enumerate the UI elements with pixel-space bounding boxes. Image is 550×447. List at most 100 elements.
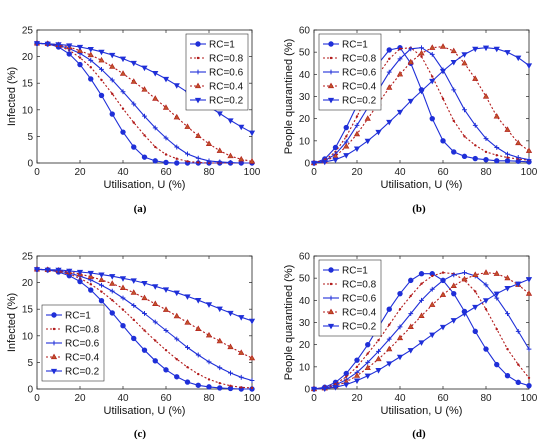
data-point — [120, 89, 126, 95]
data-point — [409, 294, 412, 298]
data-point — [216, 306, 223, 313]
y-tick-label: 0 — [27, 385, 33, 396]
data-point — [431, 75, 434, 78]
data-point — [162, 76, 170, 83]
legend-marker — [51, 340, 57, 346]
data-point — [250, 386, 254, 390]
data-point — [174, 336, 180, 342]
data-point — [332, 157, 339, 164]
data-point — [132, 121, 135, 124]
data-point — [89, 66, 92, 69]
data-point — [76, 44, 84, 51]
data-point — [396, 109, 404, 116]
y-tick-label: 15 — [22, 305, 34, 316]
data-point — [227, 118, 234, 124]
x-tick-label: 40 — [117, 393, 129, 404]
legend-marker — [328, 267, 334, 273]
data-point — [227, 310, 234, 317]
data-point — [195, 325, 202, 331]
x-tick-label: 60 — [437, 393, 449, 404]
data-point — [152, 158, 158, 164]
data-point — [98, 276, 105, 283]
data-point — [88, 76, 94, 82]
data-point — [78, 56, 82, 59]
data-point — [343, 142, 350, 149]
data-point — [44, 267, 51, 274]
data-point — [474, 290, 477, 293]
data-point — [185, 151, 190, 157]
data-point — [483, 346, 489, 352]
data-point — [205, 302, 213, 308]
data-point — [504, 126, 511, 132]
data-point — [163, 159, 169, 166]
data-point — [388, 57, 391, 61]
legend-label: RC=0.2 — [65, 367, 100, 378]
data-point — [439, 43, 447, 49]
data-point — [451, 272, 457, 278]
data-point — [461, 52, 468, 58]
legend-box — [318, 33, 382, 111]
data-point — [483, 282, 489, 288]
data-point — [407, 323, 414, 330]
x-tick-label: 20 — [351, 393, 363, 404]
x-tick-label: 20 — [74, 393, 86, 404]
data-point — [174, 374, 180, 380]
data-point — [120, 295, 126, 301]
data-point — [206, 158, 212, 164]
y-tick-label: 40 — [299, 296, 311, 307]
data-point — [120, 129, 126, 135]
data-point — [131, 303, 137, 308]
legend-marker — [195, 69, 201, 75]
x-tick-label: 100 — [521, 167, 538, 178]
legend-label: RC=0.8 — [209, 54, 244, 65]
legend-label: RC=0.2 — [342, 322, 377, 333]
legend-marker — [52, 327, 56, 331]
data-point — [109, 288, 115, 294]
y-axis-label: Infected (%) — [6, 67, 18, 126]
data-point — [495, 154, 498, 157]
data-point — [429, 286, 435, 292]
data-point — [386, 345, 393, 352]
data-point — [474, 144, 477, 147]
data-point — [248, 157, 256, 164]
legend-label: RC=0.2 — [342, 96, 377, 107]
legend-marker — [329, 282, 333, 286]
data-point — [98, 49, 105, 56]
data-point — [353, 372, 361, 378]
x-tick-label: 60 — [160, 167, 172, 178]
panel-caption: (a) — [134, 203, 147, 215]
legend-label: RC=0.2 — [209, 96, 244, 107]
data-point — [164, 153, 168, 156]
data-point — [332, 144, 339, 151]
data-point — [461, 311, 468, 318]
data-point — [184, 294, 191, 300]
data-point — [472, 122, 478, 128]
y-tick-label: 0 — [27, 159, 33, 170]
legend: RC=1 RC=0.8 RC=0.6 RC=0.4 RC=0.2 — [318, 33, 382, 111]
y-tick-label: 20 — [22, 278, 34, 289]
x-tick-label: 0 — [311, 167, 317, 178]
data-point — [152, 319, 158, 325]
legend-marker — [327, 97, 335, 104]
data-point — [429, 44, 436, 50]
legend-marker — [327, 323, 335, 330]
data-point — [130, 78, 137, 84]
data-point — [525, 277, 533, 283]
data-point — [217, 159, 223, 165]
legend-marker — [328, 295, 334, 301]
data-point — [526, 382, 532, 389]
data-point — [386, 119, 393, 126]
data-point — [493, 46, 500, 53]
data-point — [109, 63, 116, 69]
data-point — [451, 149, 457, 155]
data-point — [517, 363, 520, 366]
x-tick-label: 60 — [160, 393, 172, 404]
data-point — [130, 60, 137, 67]
data-point — [451, 87, 457, 93]
data-point — [515, 281, 522, 288]
legend-label: RC=0.6 — [342, 294, 377, 305]
data-point — [407, 58, 414, 65]
data-point — [353, 130, 361, 137]
x-tick-label: 80 — [480, 167, 492, 178]
data-point — [88, 287, 94, 293]
